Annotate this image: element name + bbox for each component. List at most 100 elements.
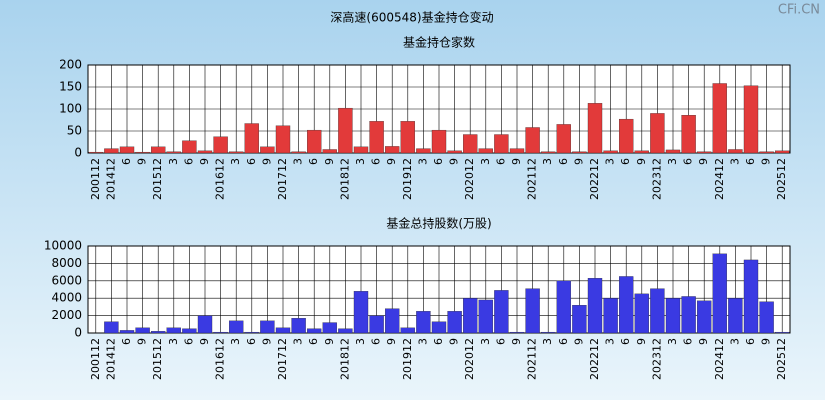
bar xyxy=(556,124,571,154)
bar xyxy=(307,328,322,334)
bar xyxy=(213,331,228,334)
bar xyxy=(197,150,213,154)
x-tick-label: 6 xyxy=(432,158,445,165)
bar xyxy=(681,115,696,154)
x-tick-label: 9 xyxy=(448,338,461,345)
bar xyxy=(572,151,587,154)
bar xyxy=(385,146,400,154)
y-tick-label: 6000 xyxy=(51,273,82,287)
bar xyxy=(728,149,743,154)
bar xyxy=(525,127,540,154)
bar xyxy=(619,118,634,154)
x-tick-label: 3 xyxy=(229,338,242,345)
y-tick-label: 0 xyxy=(74,326,82,340)
bar xyxy=(603,298,618,334)
y-tick-label: 50 xyxy=(67,124,82,138)
bar xyxy=(587,278,603,334)
bar xyxy=(494,134,509,154)
y-tick-label: 4000 xyxy=(51,291,82,305)
bar xyxy=(634,293,649,334)
x-tick-label: 9 xyxy=(260,158,273,165)
x-tick-label: 202012 xyxy=(463,158,476,200)
bar xyxy=(541,151,556,154)
bar xyxy=(634,150,649,154)
y-tick-label: 0 xyxy=(74,146,82,160)
x-tick-label: 9 xyxy=(510,158,523,165)
bar xyxy=(494,290,509,334)
y-tick-label: 100 xyxy=(59,102,82,116)
x-tick-label: 3 xyxy=(604,338,617,345)
x-tick-label: 6 xyxy=(619,338,632,345)
bar xyxy=(556,280,571,334)
bar xyxy=(322,322,337,334)
bar xyxy=(119,330,135,334)
bar xyxy=(88,151,103,154)
x-tick-label: 9 xyxy=(260,338,273,345)
bar xyxy=(104,321,119,334)
bar xyxy=(275,327,291,334)
bar xyxy=(135,151,150,154)
x-tick-label: 200112 xyxy=(89,158,102,200)
bar xyxy=(775,150,790,154)
bar xyxy=(291,318,306,334)
bar xyxy=(447,150,462,154)
bar xyxy=(743,85,759,154)
bar xyxy=(400,327,415,334)
bar xyxy=(244,331,259,334)
bar xyxy=(650,288,665,334)
bar xyxy=(119,146,135,154)
bar xyxy=(759,301,774,334)
x-tick-label: 201712 xyxy=(276,158,289,200)
x-tick-label: 6 xyxy=(370,158,383,165)
x-tick-label: 9 xyxy=(697,338,710,345)
x-tick-label: 202212 xyxy=(588,158,601,200)
bar xyxy=(431,129,447,154)
bar xyxy=(400,121,415,154)
x-tick-label: 202012 xyxy=(463,338,476,380)
x-tick-label: 9 xyxy=(136,338,149,345)
bar xyxy=(135,327,150,334)
x-tick-label: 202512 xyxy=(775,338,788,380)
bar xyxy=(431,321,447,334)
x-tick-label: 3 xyxy=(666,338,679,345)
x-tick-label: 201512 xyxy=(151,338,164,380)
x-tick-label: 9 xyxy=(323,158,336,165)
x-tick-label: 6 xyxy=(182,338,195,345)
x-tick-label: 6 xyxy=(494,158,507,165)
x-tick-label: 6 xyxy=(370,338,383,345)
bar xyxy=(759,151,774,154)
x-tick-label: 6 xyxy=(182,158,195,165)
x-tick-label: 202112 xyxy=(526,158,539,200)
bar xyxy=(463,298,478,334)
x-tick-label: 9 xyxy=(323,338,336,345)
x-tick-label: 201812 xyxy=(338,158,351,200)
bar xyxy=(665,149,681,154)
x-tick-label: 9 xyxy=(448,158,461,165)
x-tick-label: 3 xyxy=(292,338,305,345)
bar xyxy=(151,146,166,154)
bar xyxy=(338,107,353,154)
x-tick-label: 6 xyxy=(557,338,570,345)
x-tick-label: 9 xyxy=(385,158,398,165)
x-tick-label: 3 xyxy=(666,158,679,165)
bar xyxy=(338,328,353,334)
x-tick-label: 201912 xyxy=(401,338,414,380)
x-tick-label: 6 xyxy=(557,158,570,165)
bar xyxy=(151,331,166,334)
x-tick-label: 3 xyxy=(354,338,367,345)
x-tick-label: 202212 xyxy=(588,338,601,380)
bar xyxy=(447,311,462,334)
x-tick-label: 201612 xyxy=(214,338,227,380)
page-title: 深高速(600548)基金持仓变动 xyxy=(330,10,493,25)
bar xyxy=(213,136,228,154)
bar xyxy=(775,331,790,334)
bar xyxy=(665,298,681,334)
x-tick-label: 6 xyxy=(682,338,695,345)
x-tick-label: 9 xyxy=(385,338,398,345)
bar xyxy=(322,149,337,154)
bar xyxy=(260,320,275,334)
x-tick-label: 6 xyxy=(120,338,133,345)
x-tick-label: 6 xyxy=(120,158,133,165)
x-tick-label: 9 xyxy=(635,338,648,345)
bar xyxy=(353,291,369,334)
